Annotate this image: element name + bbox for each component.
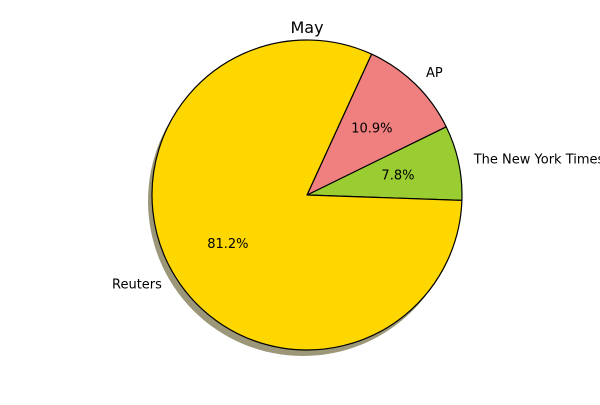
pie-slices — [151, 39, 463, 351]
pie-slice-reuters — [151, 39, 463, 351]
pie-category-label-reuters: Reuters — [112, 278, 162, 293]
chart-title: May — [290, 18, 323, 37]
pie-pct-label-reuters: 81.2% — [207, 237, 248, 252]
pie-pct-label-the-new-york-times: 7.8% — [381, 169, 414, 184]
pie-slice-ap — [306, 53, 447, 196]
pie-category-label-ap: AP — [426, 66, 443, 81]
pie-category-label-the-new-york-times: The New York Times — [473, 152, 600, 167]
pie-pct-label-ap: 10.9% — [351, 121, 392, 136]
pie-labels: 7.8% The New York Times 10.9% AP 81.2% Reuter… — [112, 66, 600, 293]
